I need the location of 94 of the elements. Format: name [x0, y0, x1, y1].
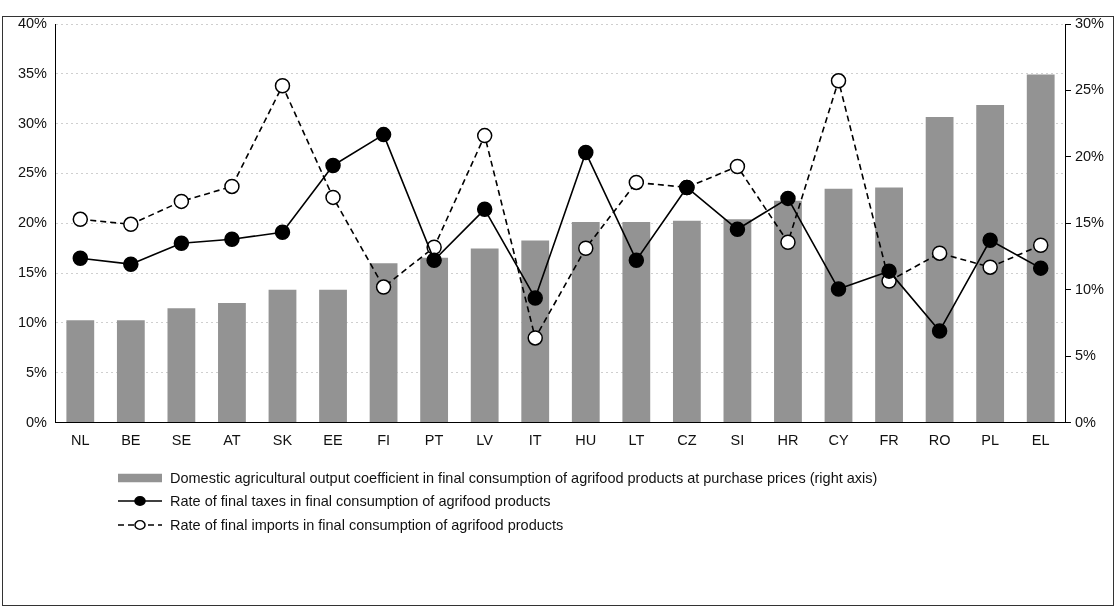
bar: [1026, 74, 1055, 423]
y-tick-label: 25%: [17, 164, 48, 181]
y-tick-label: 30%: [17, 114, 48, 131]
x-tick-label: IT: [528, 432, 542, 449]
y-tick-label: 0%: [26, 413, 48, 430]
bar: [824, 188, 853, 423]
bar: [470, 248, 499, 423]
x-tick-label: AT: [223, 432, 241, 449]
y-tick-label: 20%: [17, 214, 48, 231]
point: [527, 290, 543, 306]
x-tick-label: HR: [777, 432, 799, 449]
point: [578, 144, 594, 161]
y2-tick-label: 30%: [1074, 15, 1105, 31]
bar: [116, 320, 145, 423]
bar: [774, 200, 802, 423]
x-tick-label: NL: [71, 432, 90, 449]
x-tick-label: PL: [981, 432, 1000, 449]
y2-tick-label: 0%: [1074, 413, 1097, 430]
x-tick-label: FR: [879, 432, 899, 449]
point: [476, 201, 493, 218]
point: [527, 330, 543, 346]
point: [1032, 237, 1049, 253]
x-tick-label: EL: [1031, 432, 1050, 449]
point: [780, 190, 796, 207]
legend-label: Rate of final taxes in final consumption of agrifood products: [170, 493, 551, 510]
bar: [167, 308, 196, 423]
legend-label: Domestic agricultural output coefficient in final consumption of agrifood products at purchase prices (right axis): [170, 469, 878, 486]
point: [173, 193, 190, 210]
point: [881, 263, 897, 279]
point: [325, 189, 341, 206]
y2-tick-label: 10%: [1074, 280, 1105, 297]
x-tick-label: FI: [377, 432, 391, 449]
point: [274, 224, 291, 241]
point: [982, 259, 998, 275]
y2-tick-label: 25%: [1074, 81, 1105, 98]
x-tick-label: CY: [828, 432, 849, 449]
point: [1032, 260, 1049, 276]
bar: [875, 187, 903, 423]
point: [325, 157, 341, 174]
point: [729, 158, 746, 175]
point: [628, 174, 645, 191]
bar: [672, 220, 701, 423]
bar: [66, 320, 95, 423]
x-tick-label: SE: [171, 432, 192, 449]
point: [578, 240, 594, 256]
y-tick-label: 35%: [17, 64, 48, 81]
bar: [369, 263, 398, 423]
x-tick-label: EE: [323, 432, 344, 449]
legend-label: Rate of final imports in final consumption of agrifood products: [170, 516, 564, 533]
point: [173, 235, 190, 251]
point: [982, 232, 998, 248]
y2-tick-label: 15%: [1074, 214, 1105, 231]
point: [375, 126, 392, 143]
point: [830, 281, 847, 297]
point: [780, 234, 796, 250]
point: [72, 211, 89, 228]
bar: [925, 117, 954, 423]
bar: [571, 221, 600, 423]
point: [931, 245, 948, 261]
bar: [319, 289, 347, 423]
bar: [723, 219, 752, 423]
point: [123, 216, 139, 233]
point: [375, 279, 392, 295]
point: [224, 178, 240, 195]
point: [72, 250, 89, 266]
bar: [976, 105, 1005, 423]
y2-tick-label: 5%: [1074, 347, 1097, 364]
point: [476, 127, 493, 144]
x-tick-label: HU: [575, 432, 597, 449]
y-tick-label: 15%: [17, 264, 48, 281]
x-tick-label: BE: [121, 432, 141, 449]
x-tick-label: PT: [424, 432, 444, 449]
point: [931, 323, 948, 339]
y2-tick-label: 20%: [1074, 147, 1105, 164]
x-tick-label: CZ: [677, 432, 697, 449]
x-tick-label: SI: [730, 432, 745, 449]
point: [426, 252, 442, 268]
y-tick-label: 40%: [17, 15, 48, 31]
point: [729, 221, 746, 238]
y-tick-label: 5%: [26, 363, 48, 380]
x-tick-label: LT: [628, 432, 645, 449]
point: [830, 73, 847, 89]
x-tick-label: SK: [272, 432, 293, 449]
bar: [268, 289, 297, 423]
bar: [218, 303, 246, 423]
point: [274, 78, 291, 94]
x-tick-label: LV: [476, 432, 494, 449]
point: [224, 231, 240, 247]
x-tick-label: RO: [928, 432, 951, 449]
bar: [622, 221, 651, 423]
point: [628, 252, 645, 268]
y-tick-label: 10%: [17, 313, 48, 330]
bar: [420, 257, 449, 423]
point: [123, 256, 139, 272]
